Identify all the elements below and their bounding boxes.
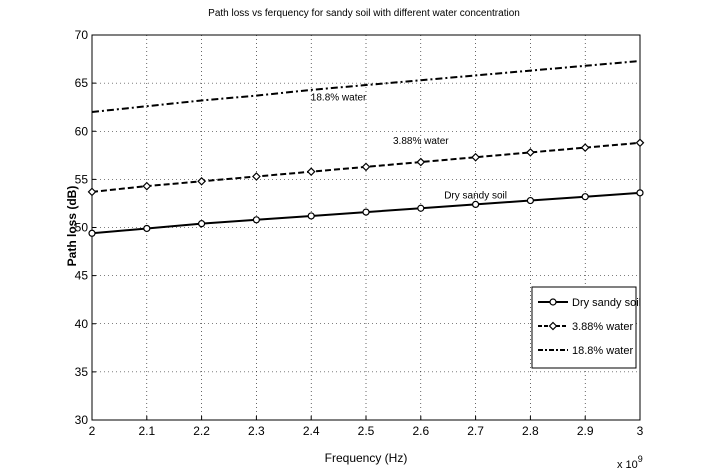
series-0-marker [88, 229, 96, 237]
legend-marker-0 [549, 298, 557, 306]
x-tick-label: 2.1 [138, 424, 155, 438]
series-0-marker [307, 212, 315, 220]
series-1-marker [361, 162, 371, 172]
y-tick-label: 70 [75, 28, 89, 42]
x-tick-label: 2.3 [248, 424, 265, 438]
x-tick-label: 2.8 [522, 424, 539, 438]
x-tick-label: 3 [637, 424, 644, 438]
y-tick-label: 50 [75, 221, 89, 235]
y-tick-label: 60 [75, 124, 89, 138]
series-0-marker [636, 189, 644, 197]
series-line-2 [91, 59, 641, 113]
series-1-marker [197, 176, 206, 186]
series-0-marker [198, 220, 206, 228]
x-tick-label: 2.2 [193, 424, 210, 438]
legend-label-0: Dry sandy soil [572, 297, 641, 309]
x-tick-label: 2.6 [412, 424, 429, 438]
x-tick-label: 2.5 [358, 424, 375, 438]
axis-ticks: 2 2.1 2.2 2.3 2.4 2.5 2.6 2.7 2.8 2.9 3 30 35 40 45 50 5… [75, 28, 644, 438]
x-axis-label: Frequency (Hz) [325, 451, 408, 465]
y-tick-label: 35 [75, 365, 89, 379]
x-tick-label: 2.9 [577, 424, 594, 438]
series-1-marker [252, 172, 261, 181]
series-0-marker [362, 208, 370, 216]
y-tick-label: 65 [75, 76, 89, 90]
y-axis-label: Path loss (dB) [65, 186, 79, 267]
series-0-marker [143, 224, 151, 233]
legend-box [531, 286, 637, 369]
series-annotation: Dry sandy soil [444, 191, 507, 202]
series-1-marker [306, 167, 316, 177]
chart-title: Path loss vs ferquency for sandy soil wi… [208, 8, 520, 19]
series-0-marker [581, 193, 589, 201]
series-0-marker [252, 216, 260, 224]
x-tick-label: 2.4 [303, 424, 320, 438]
x-tick-label: 2 [89, 424, 96, 438]
legend-label-2: 18.8% water [572, 345, 633, 357]
series-annotation: 3.88% water [393, 136, 449, 147]
legend-marker-1 [548, 321, 558, 331]
plot-area-frame [91, 34, 641, 421]
x-axis-multiplier: x 109 [617, 454, 643, 471]
series-1-marker [526, 148, 535, 157]
series-1-marker [142, 181, 152, 191]
series-annotations: 18.8% water 3.88% water Dry sandy soil [311, 92, 507, 201]
y-tick-label: 55 [75, 172, 89, 186]
grid-lines [92, 35, 640, 420]
series-0-marker [417, 204, 425, 212]
series-1-marker [87, 187, 97, 197]
series-markers [87, 138, 645, 237]
x-tick-label: 2.7 [467, 424, 484, 438]
legend-label-1: 3.88% water [572, 321, 633, 333]
y-tick-label: 40 [75, 317, 89, 331]
series-1-marker [635, 138, 645, 148]
series-annotation: 18.8% water [311, 92, 367, 103]
series-0-marker [472, 200, 480, 208]
y-tick-label: 45 [75, 269, 89, 283]
series-0-marker [526, 196, 535, 205]
series-1-marker [580, 143, 590, 152]
legend: Dry sandy soil 3.88% water 18.8% water [531, 286, 641, 369]
series-1-marker [471, 152, 480, 162]
y-tick-label: 30 [75, 413, 89, 427]
series-1-marker [416, 157, 426, 167]
